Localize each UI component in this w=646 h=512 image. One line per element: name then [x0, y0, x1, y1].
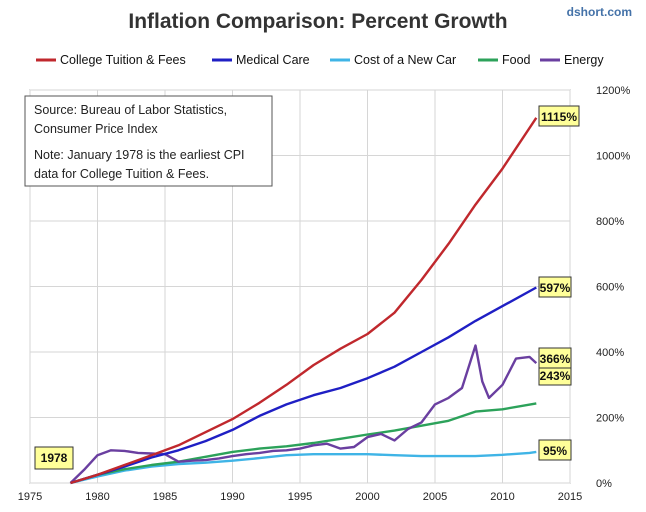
- x-tick-label: 1975: [18, 491, 42, 503]
- legend-label: College Tuition & Fees: [60, 53, 186, 67]
- note-box-frame: [24, 95, 273, 187]
- y-axis-ticks: 0% 200% 400% 600% 800% 1000% 1200%: [596, 85, 630, 490]
- end-value-label: 243%: [540, 369, 571, 383]
- x-tick-label: 1985: [153, 491, 177, 503]
- end-label-box: [538, 276, 572, 298]
- legend-label: Food: [502, 53, 531, 67]
- y-tick-label: 0%: [596, 478, 612, 490]
- end-label-box: [538, 347, 572, 369]
- series-line: [69, 344, 538, 484]
- brand-label: dshort.com: [567, 5, 632, 19]
- y-tick-label: 1000%: [596, 151, 630, 163]
- start-year-box: [34, 446, 74, 470]
- end-value-labels: 1115% 597% 95% 243% 366%: [538, 105, 580, 461]
- x-tick-label: 2005: [423, 491, 447, 503]
- x-tick-label: 2000: [355, 491, 379, 503]
- series-lines: [69, 117, 538, 485]
- x-axis-ticks: 1975 1980 1985 1990 1995 2000 2005 2010 2015: [18, 491, 582, 503]
- end-label-box: [538, 105, 580, 127]
- end-label-box: [538, 439, 572, 461]
- y-tick-label: 600%: [596, 282, 624, 294]
- note-line-1: Source: Bureau of Labor Statistics,: [34, 103, 227, 117]
- x-tick-label: 2015: [558, 491, 582, 503]
- note-line-4: data for College Tuition & Fees.: [34, 167, 209, 181]
- x-tick-label: 2010: [490, 491, 514, 503]
- start-year-label: 1978: [41, 451, 68, 465]
- end-value-label: 95%: [543, 444, 567, 458]
- end-value-label: 1115%: [541, 110, 577, 124]
- legend-label: Energy: [564, 53, 604, 67]
- chart-title: Inflation Comparison: Percent Growth: [128, 10, 507, 33]
- series-line: [70, 286, 537, 485]
- x-tick-label: 1980: [85, 491, 109, 503]
- series-line: [70, 402, 537, 485]
- end-value-label: 597%: [540, 281, 571, 295]
- start-year-callout: 1978: [34, 446, 74, 470]
- y-tick-label: 1200%: [596, 85, 630, 97]
- end-value-label: 366%: [540, 352, 571, 366]
- series-line: [70, 117, 538, 485]
- note-line-2: Consumer Price Index: [34, 122, 158, 136]
- y-tick-label: 200%: [596, 413, 624, 425]
- legend-label: Cost of a New Car: [354, 53, 456, 67]
- legend: College Tuition & Fees Medical Care Cost o…: [36, 53, 604, 67]
- note-box: Source: Bureau of Labor Statistics, Cons…: [24, 95, 273, 187]
- legend-label: Medical Care: [236, 53, 310, 67]
- x-tick-label: 1995: [288, 491, 312, 503]
- note-line-3: Note: January 1978 is the earliest CPI: [34, 148, 245, 162]
- series-line: [70, 450, 537, 485]
- x-tick-label: 1990: [220, 491, 244, 503]
- y-tick-label: 800%: [596, 216, 624, 228]
- y-tick-label: 400%: [596, 347, 624, 359]
